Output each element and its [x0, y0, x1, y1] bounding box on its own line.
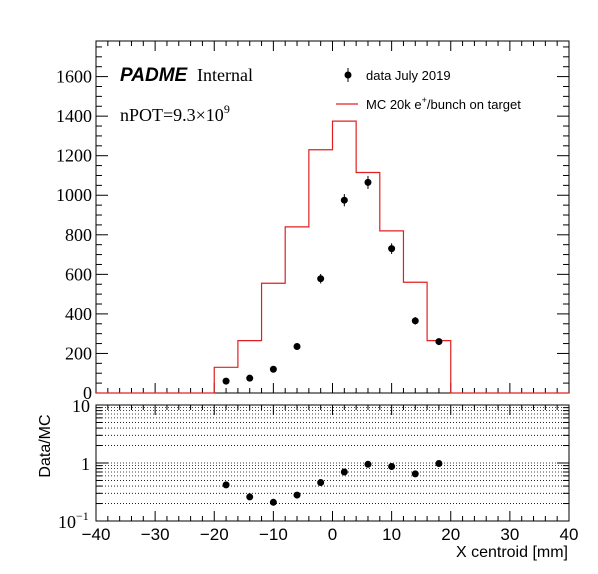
ratio-point [435, 460, 443, 468]
ratio-point [388, 463, 396, 471]
ratio-x-tick-label: −20 [200, 525, 229, 544]
ratio-point [222, 481, 230, 489]
main-y-tick-label: 1400 [56, 106, 92, 126]
data-point [340, 196, 348, 204]
legend-mc-label: MC 20k e+/bunch on target [366, 95, 521, 112]
main-y-tick-label: 1000 [56, 185, 92, 205]
ratio-y-tick-exponent: −1 [76, 509, 89, 523]
main-y-tick-label: 0 [83, 383, 92, 403]
data-point [317, 275, 325, 283]
ratio-point [246, 493, 254, 501]
ratio-x-tick-label: 20 [441, 525, 460, 544]
data-point [222, 377, 230, 385]
main-y-tick-label: 200 [65, 343, 92, 363]
ratio-point [317, 479, 325, 487]
ratio-y-tick-label: 10 [72, 396, 90, 416]
main-x-axis [95, 41, 570, 393]
legend: data July 2019 MC 20k e+/bunch on target [336, 68, 521, 112]
ratio-point [340, 468, 348, 476]
x-axis-label: X centroid [mm] [456, 544, 568, 561]
ratio-x-tick-label: 10 [382, 525, 401, 544]
ratio-points [222, 460, 443, 506]
data-point [293, 343, 301, 351]
npot-times: ×10 [196, 105, 224, 125]
main-y-tick-label: 800 [65, 225, 92, 245]
ratio-point [364, 460, 372, 468]
ratio-x-tick-label: 0 [328, 525, 337, 544]
ratio-point [293, 491, 301, 499]
ratio-x-tick-label: −30 [141, 525, 170, 544]
legend-data-label: data July 2019 [366, 68, 451, 83]
main-panel: 0 200 400 600 800 1000 1200 1400 1600 PADME Inte… [56, 40, 570, 403]
data-point [269, 365, 277, 373]
brand-name: PADME [120, 65, 189, 86]
ratio-point [411, 470, 419, 478]
data-point [388, 245, 396, 253]
data-point [364, 178, 372, 186]
npot-prefix: nPOT=9.3 [120, 105, 196, 125]
ratio-y-axis-label: Data/MC [37, 414, 54, 477]
npot-exponent: 9 [224, 102, 230, 116]
main-y-tick-label: 600 [65, 264, 92, 284]
ratio-x-tick-label: −10 [259, 525, 288, 544]
main-y-tick-label: 400 [65, 304, 92, 324]
data-point [411, 317, 419, 325]
brand-tag: Internal [197, 65, 253, 85]
ratio-x-axis: −40 −30 −20 −10 0 10 20 30 40 [82, 405, 579, 544]
mc-histogram [96, 120, 569, 394]
ratio-x-tick-label: 30 [500, 525, 519, 544]
ratio-y-tick-label: 10 [58, 512, 76, 532]
legend-mc-prefix: MC 20k e [366, 97, 422, 112]
data-point [246, 374, 254, 382]
legend-data-marker [344, 71, 352, 79]
main-y-tick-label: 1200 [56, 146, 92, 166]
legend-mc-sup: + [422, 95, 427, 105]
data-points [222, 175, 443, 385]
main-plot-frame [95, 40, 570, 394]
ratio-x-tick-label: 40 [560, 525, 579, 544]
ratio-x-tick-label: −40 [82, 525, 111, 544]
legend-mc-suffix: /bunch on target [427, 97, 521, 112]
main-y-axis: 0 200 400 600 800 1000 1200 1400 1600 [56, 46, 569, 403]
npot-label: nPOT=9.3×109 [120, 102, 230, 125]
ratio-grid [96, 407, 569, 504]
data-point [435, 338, 443, 346]
ratio-point [269, 498, 277, 506]
ratio-y-tick-label: 1 [81, 454, 90, 474]
main-y-tick-label: 1600 [56, 67, 92, 87]
